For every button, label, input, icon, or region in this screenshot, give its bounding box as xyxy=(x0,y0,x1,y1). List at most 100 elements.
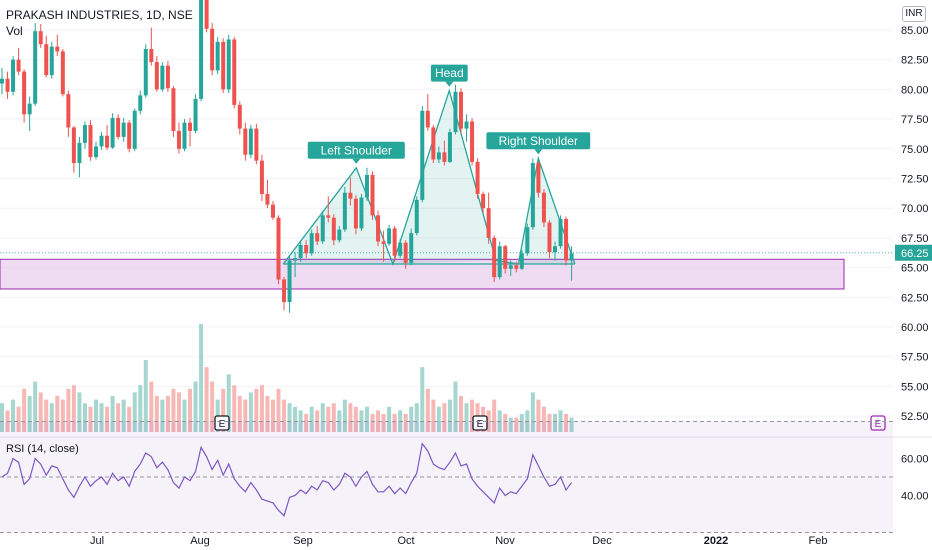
candle-body xyxy=(492,237,497,278)
candle-body xyxy=(210,28,215,71)
volume-bar xyxy=(464,403,469,432)
price-tick-label: 77.50 xyxy=(901,114,929,126)
candle-body xyxy=(353,198,358,229)
price-tick-label: 60.00 xyxy=(901,322,929,334)
candle xyxy=(171,85,176,137)
candle-body xyxy=(309,233,314,254)
candle-body xyxy=(503,246,508,269)
candle-body xyxy=(248,128,253,155)
candle xyxy=(553,241,557,261)
volume-bar xyxy=(99,403,104,432)
candle xyxy=(110,113,115,149)
candle xyxy=(514,261,519,273)
volume-bar xyxy=(149,381,154,432)
volume-bar xyxy=(110,396,115,432)
candle-body xyxy=(315,233,320,242)
volume-bar xyxy=(442,403,447,432)
volume-bar xyxy=(210,381,215,432)
candle-body xyxy=(66,94,71,128)
volume-bar xyxy=(276,388,281,432)
volume-bar xyxy=(226,374,231,432)
right-shoulder-label-pointer xyxy=(534,149,543,155)
candle-body xyxy=(221,41,226,90)
candle-body xyxy=(414,199,419,234)
candle xyxy=(486,192,491,244)
earnings-marker-aug: E xyxy=(219,419,226,430)
price-tick-label: 72.50 xyxy=(901,174,929,186)
candle-body xyxy=(116,117,121,137)
candle-body xyxy=(11,59,16,92)
candle-body xyxy=(243,128,248,155)
price-tick-label: 67.50 xyxy=(901,233,929,245)
price-tick-label: 82.50 xyxy=(901,55,929,67)
left-shoulder-label-box xyxy=(307,141,405,159)
volume-bar xyxy=(11,399,16,432)
candle-body xyxy=(171,88,176,131)
head-label-pointer xyxy=(445,81,454,87)
candle xyxy=(165,60,170,92)
volume-bar xyxy=(77,392,82,432)
volume-bar xyxy=(143,360,148,432)
volume-bar xyxy=(160,399,165,432)
candle-body xyxy=(436,152,441,160)
candle xyxy=(27,96,32,131)
candle-body xyxy=(143,49,148,96)
candle-body xyxy=(541,192,546,223)
candle-body xyxy=(359,197,364,229)
candle-body xyxy=(558,218,563,247)
candle-body xyxy=(348,192,353,199)
volume-bar xyxy=(447,399,452,432)
volume-bar xyxy=(254,388,259,432)
price-axis[interactable]: 85.00 82.50 80.00 77.50 75.00 72.50 70.00 67.50… xyxy=(895,25,932,423)
volume-bar xyxy=(204,367,209,432)
volume-bar xyxy=(519,414,524,432)
volume-bar xyxy=(414,403,419,432)
candle-body xyxy=(481,193,486,209)
currency-button[interactable]: INR xyxy=(902,6,926,22)
candle-body xyxy=(237,104,242,129)
candle-body xyxy=(553,246,557,253)
candle-body xyxy=(44,44,49,76)
candle xyxy=(16,47,21,76)
candle-body xyxy=(60,51,65,95)
candle xyxy=(243,122,248,161)
volume-bar xyxy=(176,392,181,432)
candle-body xyxy=(77,142,82,164)
volume-bar xyxy=(94,399,99,432)
candle-body xyxy=(199,0,204,99)
volume-bar xyxy=(353,406,358,432)
candle xyxy=(282,277,287,311)
price-tick-label: 75.00 xyxy=(901,144,929,156)
earnings-marker-oct: E xyxy=(477,419,484,430)
earnings-marker-upcoming-box xyxy=(870,415,886,431)
candle-body xyxy=(165,65,170,89)
candle xyxy=(315,226,320,246)
candle-body xyxy=(458,91,463,129)
volume-bar xyxy=(270,399,275,432)
volume-bar xyxy=(171,388,176,432)
volume-bar xyxy=(16,406,21,432)
candle xyxy=(447,128,452,164)
candle-body xyxy=(94,146,99,158)
volume-bar xyxy=(182,399,187,432)
volume-bar xyxy=(188,388,193,432)
candle xyxy=(436,146,441,164)
candle xyxy=(199,0,204,102)
time-tick-label: Aug xyxy=(190,535,210,547)
volume-bar xyxy=(387,406,392,432)
candle xyxy=(470,117,475,166)
candle xyxy=(149,27,154,66)
candle xyxy=(94,141,99,160)
volume-bar xyxy=(514,417,519,432)
candle-body xyxy=(127,122,132,149)
candle-body xyxy=(215,41,220,71)
time-axis[interactable]: Jul Aug Sep Oct Nov Dec 2022 Feb xyxy=(90,535,828,547)
volume-bar xyxy=(569,417,574,432)
volume-bar xyxy=(431,399,436,432)
candle xyxy=(143,44,148,98)
right-shoulder-label-box xyxy=(486,132,591,150)
volume-bar xyxy=(66,388,71,432)
